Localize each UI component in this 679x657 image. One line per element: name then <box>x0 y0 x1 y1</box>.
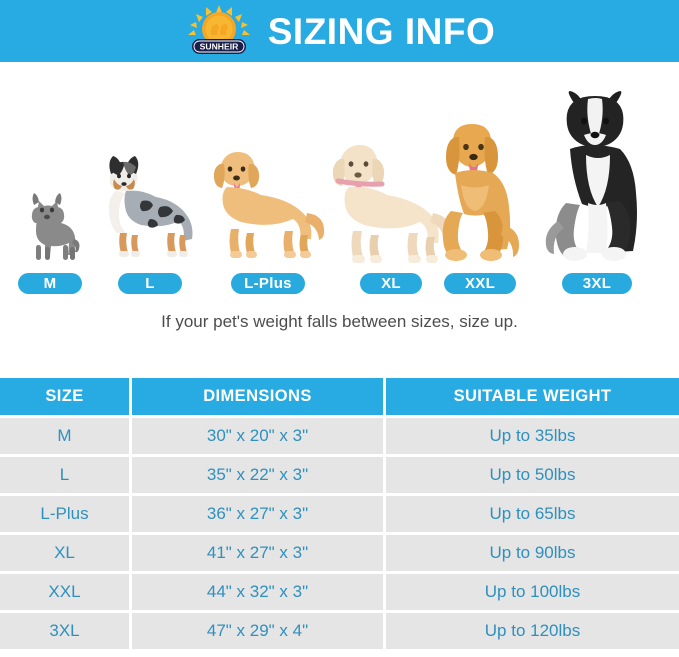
cell-dimensions: 36" x 27" x 3" <box>132 496 386 535</box>
australian-shepherd-icon <box>108 156 193 257</box>
cell-dimensions: 44" x 32" x 3" <box>132 574 386 613</box>
cell-size: L-Plus <box>0 496 132 535</box>
sizing-table: SIZE DIMENSIONS SUITABLE WEIGHT M 30" x … <box>0 378 679 652</box>
table-row: M 30" x 20" x 3" Up to 35lbs <box>0 418 679 457</box>
cell-weight: Up to 120lbs <box>386 613 679 652</box>
cell-size: 3XL <box>0 613 132 652</box>
table-row: L 35" x 22" x 3" Up to 50lbs <box>0 457 679 496</box>
cell-dimensions: 41" x 27" x 3" <box>132 535 386 574</box>
cell-dimensions: 47" x 29" x 4" <box>132 613 386 652</box>
cell-dimensions: 30" x 20" x 3" <box>132 418 386 457</box>
logo-brand-text: SUNHEIR <box>199 42 238 52</box>
size-item-xl[interactable]: XL <box>330 135 452 294</box>
table-row: XXL 44" x 32" x 3" Up to 100lbs <box>0 574 679 613</box>
cell-size: M <box>0 418 132 457</box>
page-title: SIZING INFO <box>267 10 496 52</box>
table-row: L-Plus 36" x 27" x 3" Up to 65lbs <box>0 496 679 535</box>
cell-size: XL <box>0 535 132 574</box>
size-item-m[interactable]: M <box>13 187 87 294</box>
table-body: M 30" x 20" x 3" Up to 35lbs L 35" x 22"… <box>0 418 679 652</box>
column-header-size: SIZE <box>0 378 132 418</box>
column-header-weight: SUITABLE WEIGHT <box>386 378 679 418</box>
golden-retriever-standing-icon <box>213 152 325 258</box>
size-item-l[interactable]: L <box>98 149 202 294</box>
cell-size: XXL <box>0 574 132 613</box>
golden-retriever-sitting-icon <box>442 124 519 261</box>
sun-logo-icon: SUNHEIR <box>187 5 250 54</box>
size-item-l-plus[interactable]: L-Plus <box>213 139 325 294</box>
cell-dimensions: 35" x 22" x 3" <box>132 457 386 496</box>
sunheir-logo: SUNHEIR <box>184 5 254 57</box>
cell-weight: Up to 100lbs <box>386 574 679 613</box>
border-collie-icon <box>545 91 637 261</box>
size-badge-xl[interactable]: XL <box>360 273 422 294</box>
dog-size-row: M <box>0 62 679 294</box>
cell-size: L <box>0 457 132 496</box>
size-item-3xl[interactable]: 3XL <box>538 91 656 294</box>
header-inner: SUNHEIR SIZING INFO <box>184 5 496 57</box>
size-badge-xxl[interactable]: XXL <box>444 273 516 294</box>
size-badge-3xl[interactable]: 3XL <box>562 273 632 294</box>
french-bulldog-icon <box>31 193 80 260</box>
page-header: SUNHEIR SIZING INFO <box>0 0 679 62</box>
cell-weight: Up to 35lbs <box>386 418 679 457</box>
size-badge-l-plus[interactable]: L-Plus <box>231 273 305 294</box>
column-header-dimensions: DIMENSIONS <box>132 378 386 418</box>
size-badge-l[interactable]: L <box>118 273 182 294</box>
labrador-retriever-icon <box>332 145 450 263</box>
size-item-xxl[interactable]: XXL <box>425 115 535 294</box>
table-header-row: SIZE DIMENSIONS SUITABLE WEIGHT <box>0 378 679 418</box>
table-row: XL 41" x 27" x 3" Up to 90lbs <box>0 535 679 574</box>
table-row: 3XL 47" x 29" x 4" Up to 120lbs <box>0 613 679 652</box>
size-badge-m[interactable]: M <box>18 273 82 294</box>
cell-weight: Up to 50lbs <box>386 457 679 496</box>
cell-weight: Up to 90lbs <box>386 535 679 574</box>
cell-weight: Up to 65lbs <box>386 496 679 535</box>
sizing-caption: If your pet's weight falls between sizes… <box>161 312 518 331</box>
